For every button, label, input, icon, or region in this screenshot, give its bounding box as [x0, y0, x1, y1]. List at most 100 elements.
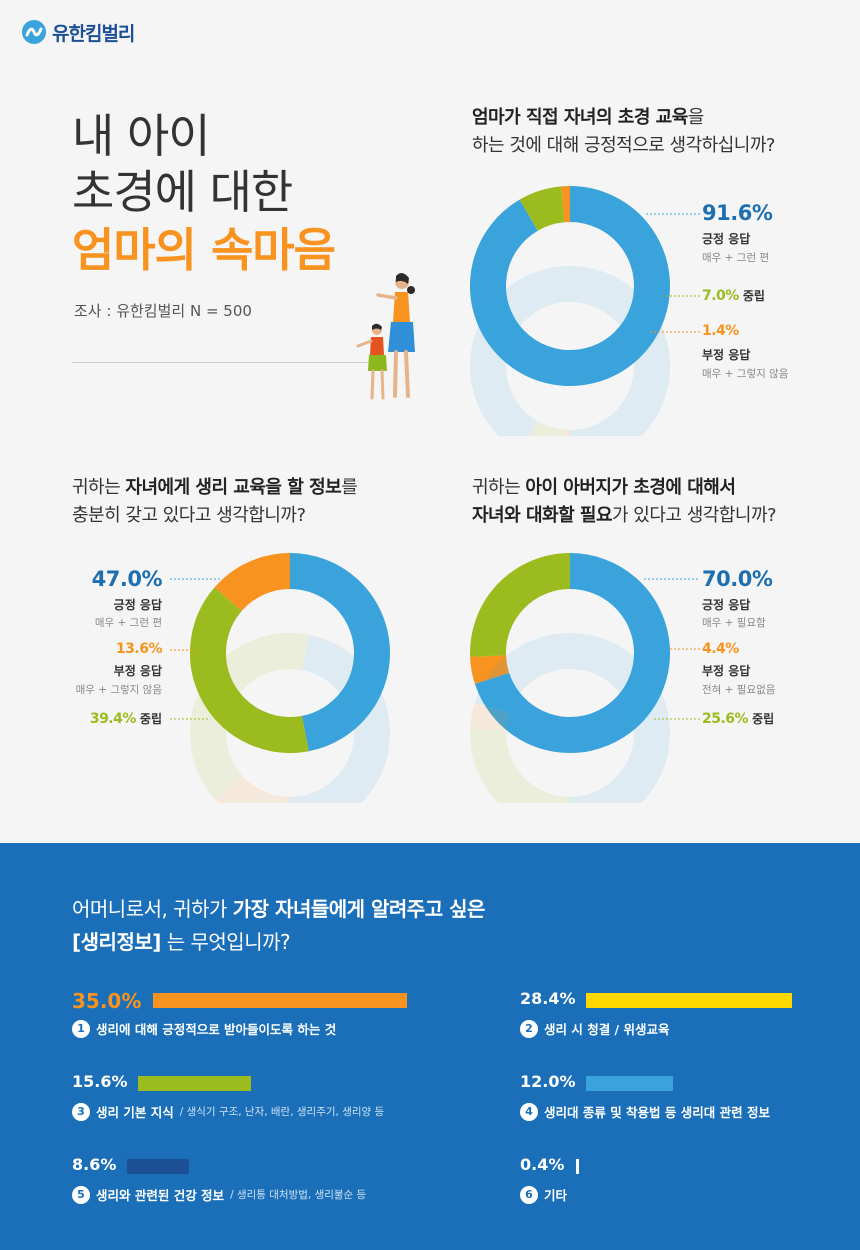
chart-3-reflection: [460, 633, 680, 843]
c3-item-3: 25.6% 중립: [702, 710, 774, 727]
chart-1-reflection: [460, 266, 680, 476]
c1-sub-3: 매우 + 그렇지 않음: [702, 368, 789, 380]
bar-3-label: 3 생리 기본 지식 / 생식기 구조, 난자, 배란, 생리주기, 생리양 등: [72, 1102, 384, 1121]
q2-line-2: 충분히 갖고 있다고 생각합니까?: [72, 505, 306, 526]
brand-mark-icon: [22, 20, 46, 44]
survey-info: 조사 : 유한킴벌리 N = 500: [74, 302, 252, 320]
c3-label-2: 부정 응답: [702, 664, 751, 678]
bq-bold-2: [생리정보]: [72, 930, 161, 954]
c2-sub-1: 매우 + 그런 편: [94, 617, 162, 629]
bq-pre: 어머니로서, 귀하가: [72, 897, 233, 921]
bar-1-number: 1: [72, 1019, 90, 1038]
q1-rest: 을: [687, 107, 705, 128]
reflection-donut-2-slice-2: [190, 633, 309, 799]
q2-bold: 자녀에게 생리 교육을 할 정보: [125, 477, 342, 498]
q1-bold: 엄마가 직접 자녀의 초경 교육: [472, 107, 688, 128]
c2-pct-3: 13.6%: [115, 641, 163, 657]
bottom-question-line-1: 어머니로서, 귀하가 가장 자녀들에게 알려주고 싶은: [72, 893, 485, 926]
bar-4-text: 생리대 종류 및 착용법 등 생리대 관련 정보: [544, 1105, 770, 1120]
q3-post: 가 있다고 생각합니까?: [612, 505, 777, 526]
reflection-donut-1-slice-1: [470, 266, 670, 466]
c2-sub-3: 매우 + 그렇지 않음: [75, 684, 162, 696]
bar-1-text: 생리에 대해 긍정적으로 받아들이도록 하는 것: [96, 1022, 337, 1037]
bar-5-desc: / 생리통 대처방법, 생리불순 등: [230, 1189, 367, 1201]
bar-3-pct: 15.6%: [72, 1072, 128, 1091]
brand-logo[interactable]: 유한킴벌리: [20, 18, 135, 46]
bar-3: [138, 1076, 252, 1091]
c1-item-2: 7.0% 중립: [702, 287, 765, 304]
bar-1-label: 1 생리에 대해 긍정적으로 받아들이도록 하는 것: [72, 1019, 336, 1038]
bar-2: [586, 993, 793, 1008]
donut-2-slice-2: [190, 587, 309, 753]
chart-1-leaders: [646, 213, 700, 333]
c1-pct-2: 7.0%: [702, 288, 739, 304]
q3-line-1: 귀하는 아이 아버지가 초경에 대해서: [472, 474, 736, 502]
reflection-fade: [460, 436, 680, 476]
c1-label-3: 부정 응답: [702, 348, 751, 362]
q2-post: 를: [341, 477, 358, 498]
bar-5-number: 5: [72, 1185, 90, 1204]
c3-label-1: 긍정 응답: [702, 598, 751, 612]
c1-pct-1: 91.6%: [702, 201, 773, 225]
c3-sub-1: 매우 + 필요함: [702, 617, 766, 629]
reflection-fade: [460, 803, 680, 843]
donut-3-slice-1: [474, 553, 670, 753]
donut-chart-1: [470, 186, 670, 386]
bar-6-number: 6: [520, 1185, 538, 1204]
title-line-1: 내 아이: [72, 109, 211, 163]
bar-2-label: 2 생리 시 청결 / 위생교육: [520, 1019, 669, 1038]
reflection-fade: [180, 803, 400, 843]
c2-pct-2: 39.4%: [89, 711, 137, 727]
bar-6-text: 기타: [544, 1188, 568, 1203]
q2-line-1: 귀하는 자녀에게 생리 교육을 할 정보를: [72, 474, 358, 502]
c2-pct-1: 47.0%: [91, 567, 163, 591]
c3-pct-2: 4.4%: [702, 641, 739, 657]
reflection-donut-3-slice-1: [474, 633, 670, 833]
c3-pct-1: 70.0%: [702, 567, 773, 591]
bar-4-number: 4: [520, 1102, 538, 1121]
q3-bold-1: 아이 아버지가 초경에 대해서: [525, 477, 736, 498]
bar-6-pct: 0.4%: [520, 1155, 565, 1174]
bar-2-number: 2: [520, 1019, 538, 1038]
q1-line-2: 하는 것에 대해 긍정적으로 생각하십니까?: [472, 135, 775, 156]
bar-1: [153, 993, 408, 1008]
bar-6: [576, 1159, 579, 1174]
bar-3-text: 생리 기본 지식: [96, 1105, 174, 1120]
bar-2-pct: 28.4%: [520, 989, 576, 1008]
bar-3-desc: / 생식기 구조, 난자, 배란, 생리주기, 생리양 등: [179, 1106, 385, 1118]
bar-6-label: 6 기타: [520, 1185, 567, 1204]
bar-5-text: 생리와 관련된 건강 정보: [96, 1188, 225, 1203]
c2-item-2: 39.4% 중립: [40, 710, 162, 727]
donut-3-slice-3: [470, 553, 571, 657]
title-line-3: 엄마의 속마음: [72, 223, 336, 277]
bar-1-pct: 35.0%: [72, 989, 142, 1013]
c1-label-2: 중립: [742, 289, 765, 303]
donut-1-slice-2: [519, 186, 566, 232]
donut-chart-2: [190, 553, 390, 753]
divider: [72, 362, 372, 363]
title-line-2: 초경에 대한: [72, 165, 293, 219]
bar-4-label: 4 생리대 종류 및 착용법 등 생리대 관련 정보: [520, 1102, 770, 1121]
q3-bold-2: 자녀와 대화할 필요: [472, 505, 613, 526]
bar-5-label: 5 생리와 관련된 건강 정보 / 생리통 대처방법, 생리불순 등: [72, 1185, 366, 1204]
c1-sub-1: 매우 + 그런 편: [702, 252, 770, 264]
bottom-question-line-2: [생리정보] 는 무엇입니까?: [72, 926, 291, 959]
q3-line-2: 자녀와 대화할 필요가 있다고 생각합니까?: [472, 502, 777, 530]
c1-label-1: 긍정 응답: [702, 232, 751, 246]
q3-pre: 귀하는: [472, 477, 526, 498]
bar-5: [127, 1159, 190, 1174]
bar-4-pct: 12.0%: [520, 1072, 576, 1091]
chart-2-reflection: [180, 633, 400, 843]
chart-2-leaders: [170, 578, 220, 720]
donut-2-slice-3: [214, 553, 291, 612]
c3-label-3: 중립: [752, 712, 775, 726]
c2-label-2: 중립: [139, 712, 162, 726]
bottom-section: [0, 843, 860, 1250]
reflection-donut-3-slice-2: [470, 702, 510, 732]
c2-label-1: 긍정 응답: [113, 598, 162, 612]
q1-line-1: 엄마가 직접 자녀의 초경 교육을: [472, 104, 704, 132]
brand-name: 유한킴벌리: [52, 22, 135, 45]
chart-3-leaders: [644, 578, 700, 720]
donut-chart-3: [470, 553, 670, 753]
bar-3-number: 3: [72, 1102, 90, 1121]
